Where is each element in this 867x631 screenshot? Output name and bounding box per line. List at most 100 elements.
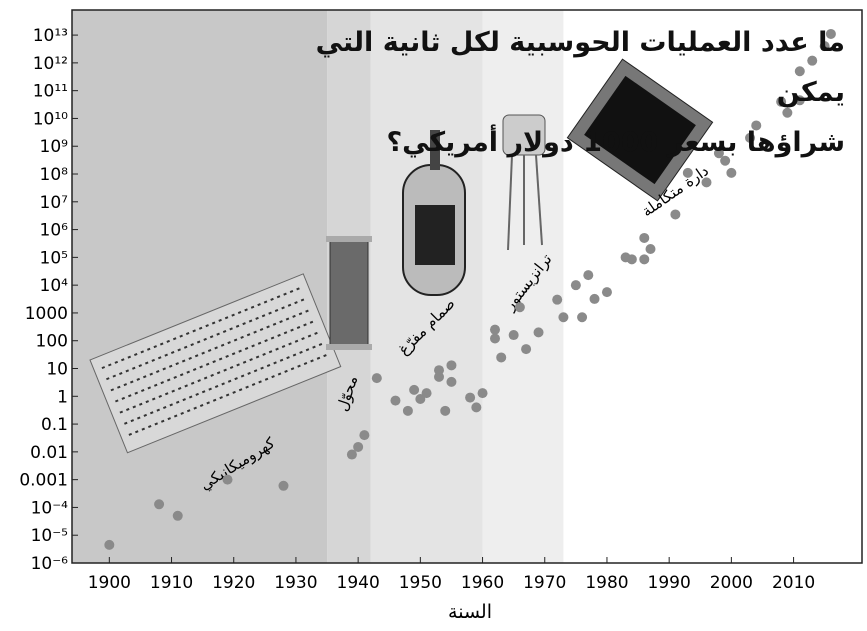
data-point [434,371,445,382]
data-point [701,177,712,188]
data-point [751,120,762,131]
data-point [353,441,364,452]
data-point [807,55,818,66]
data-point [558,312,569,323]
data-point [514,302,525,313]
y-tick-label: 10¹² [33,54,68,74]
y-tick-label: 0.001 [19,471,68,491]
data-point [745,132,756,143]
data-point [682,167,693,178]
data-point [465,392,476,403]
y-tick-label: 1000 [25,304,68,324]
y-tick-label: 100 [36,332,68,352]
data-point [496,352,507,363]
title-line: ما عدد العمليات الحوسبية لكل ثانية التي … [315,27,845,108]
y-tick-label: 0.01 [30,443,68,463]
data-point [371,373,382,384]
data-point [409,384,420,395]
x-tick-label: 1960 [461,573,504,593]
data-point [583,270,594,281]
title-line: شراؤها بسعر 1000 دولار أمريكي؟ [386,127,845,158]
data-point [577,312,588,323]
y-tick-label: 10⁹ [40,137,69,157]
data-point [172,510,183,521]
data-point [508,330,519,341]
data-point [446,376,457,387]
data-point [390,395,401,406]
x-tick-label: 2010 [772,573,815,593]
data-point [489,333,500,344]
data-point [154,499,165,510]
x-tick-label: 1990 [648,573,691,593]
y-tick-label: 10⁷ [40,193,69,213]
y-tick-label: 10¹¹ [33,82,68,102]
data-point [794,66,805,77]
data-point [402,405,413,416]
y-tick-label: 10⁶ [40,221,69,241]
data-point [720,155,731,166]
era-bands [72,10,862,563]
x-tick-label: 1970 [523,573,566,593]
data-point [713,148,724,159]
data-point [794,95,805,106]
x-tick-label: 1900 [88,573,131,593]
data-point [819,41,830,52]
data-point [421,388,432,399]
plot-frame [71,9,863,564]
data-point [533,327,544,338]
y-tick-label: 10⁻⁶ [31,554,69,574]
x-axis-label: السنة [448,601,492,623]
data-point [346,449,357,460]
x-tick-label: 1910 [150,573,193,593]
y-tick-label: 10⁸ [40,165,69,185]
x-tick-label: 2000 [710,573,753,593]
x-tick-label: 1980 [585,573,628,593]
y-tick-label: 10¹³ [33,26,68,46]
data-point [489,324,500,335]
data-point [521,344,532,355]
data-point [552,294,563,305]
y-tick-label: 10⁴ [40,276,69,296]
transistor [502,114,546,251]
punch-card [89,273,342,454]
data-point [626,254,637,265]
data-point [278,480,289,491]
data-point [570,280,581,291]
data-point [415,393,426,404]
data-point [471,402,482,413]
y-tick-label: 10 [46,360,68,380]
x-tick-label: 1950 [399,573,442,593]
y-tick-label: 1 [57,387,68,407]
data-point [776,96,787,107]
x-tick-label: 1930 [274,573,317,593]
data-point [104,539,115,550]
vacuum-tube [402,130,466,296]
y-tick-label: 10⁻⁵ [31,526,68,546]
x-tick-label: 1920 [212,573,255,593]
data-point [477,388,488,399]
ic-chip [566,58,714,202]
data-point [825,28,836,39]
data-point [359,430,370,441]
data-point [639,254,650,265]
data-point [639,232,650,243]
y-tick-label: 10¹⁰ [33,109,68,129]
x-tick-label: 1940 [337,573,380,593]
data-point [726,167,737,178]
data-point [222,474,233,485]
data-point [601,287,612,298]
data-point [670,209,681,220]
era-band [482,10,564,563]
relay-coil [326,236,372,350]
y-tick-label: 10⁻⁴ [31,498,69,518]
data-point [440,405,451,416]
data-point [589,293,600,304]
chart-title: ما عدد العمليات الحوسبية لكل ثانية التي … [245,18,845,168]
data-point [446,360,457,371]
y-tick-label: 10⁵ [40,248,68,268]
data-point [645,244,656,255]
y-tick-label: 0.1 [41,415,68,435]
data-point [782,107,793,118]
